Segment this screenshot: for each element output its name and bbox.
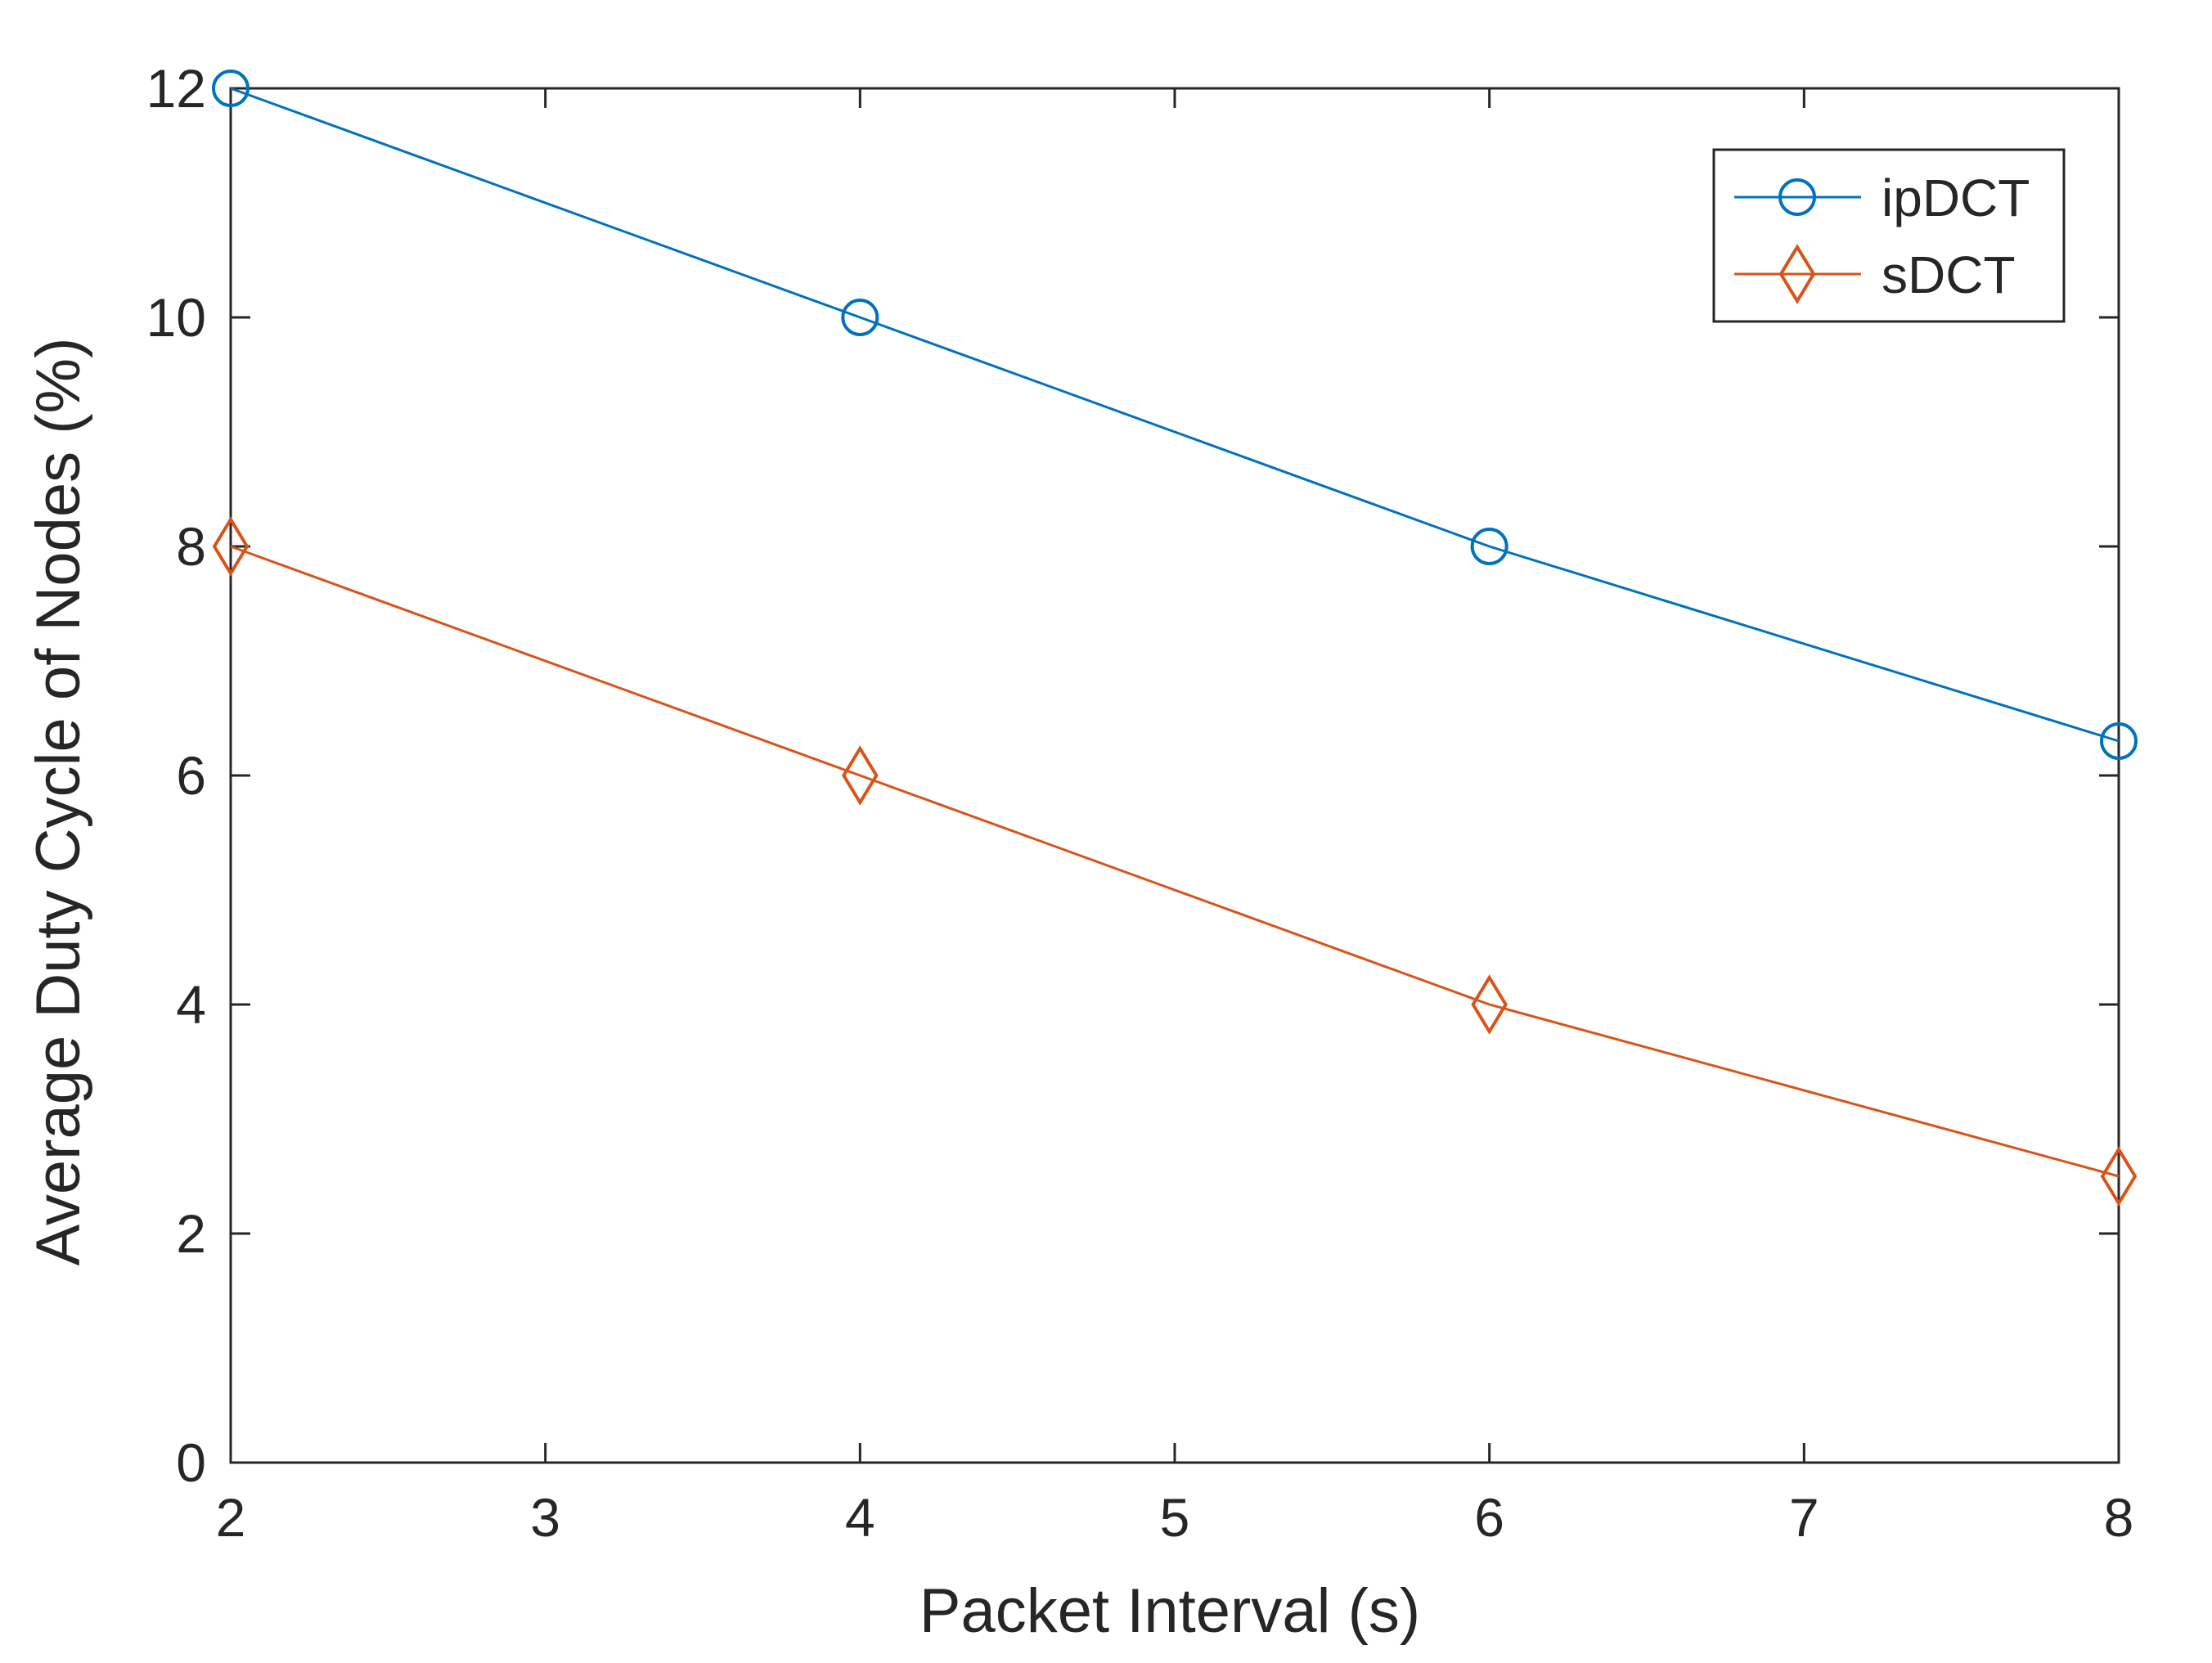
legend-marker-sdct (1778, 244, 1816, 304)
y-axis-label: Average Duty Cycle of Nodes (%) (24, 338, 93, 1266)
x-tick-label: 3 (530, 1487, 560, 1548)
legend-box (1712, 148, 2066, 323)
series-ipdct (212, 70, 2138, 760)
data-point-ipdct (2100, 722, 2138, 760)
data-point-sdct (212, 516, 250, 577)
series-sdct (212, 516, 2138, 1207)
y-tick-label: 4 (176, 974, 206, 1035)
series (212, 70, 2138, 1207)
data-point-ipdct (212, 70, 250, 107)
data-point-sdct (2100, 1146, 2138, 1207)
x-tick-label: 8 (2104, 1487, 2134, 1548)
series-line-sdct (230, 545, 2120, 1178)
x-tick-label: 6 (1474, 1487, 1504, 1548)
data-point-ipdct (1470, 528, 1508, 565)
y-tick-label: 10 (146, 287, 206, 348)
y-tick-label: 6 (176, 745, 206, 806)
legend-marker-ipdct (1778, 178, 1816, 216)
data-point-sdct (1471, 974, 1508, 1035)
y-tick-label: 2 (176, 1203, 206, 1264)
legend-label-sdct: sDCT (1882, 245, 2016, 304)
x-tick-label: 7 (1789, 1487, 1819, 1548)
x-tick-label: 4 (845, 1487, 875, 1548)
y-tick-label: 0 (176, 1432, 206, 1493)
legend: ipDCT sDCT (1712, 148, 2066, 323)
data-point-sdct (841, 745, 879, 806)
data-point-ipdct (841, 299, 879, 336)
x-axis-label: Packet Interval (s) (919, 1576, 1420, 1646)
x-tick-label: 2 (216, 1487, 246, 1548)
legend-label-ipdct: ipDCT (1882, 169, 2030, 227)
series-line-ipdct (230, 87, 2120, 743)
x-tick-label: 5 (1160, 1487, 1190, 1548)
y-tick-label: 12 (146, 58, 206, 119)
y-tick-label: 8 (176, 516, 206, 577)
